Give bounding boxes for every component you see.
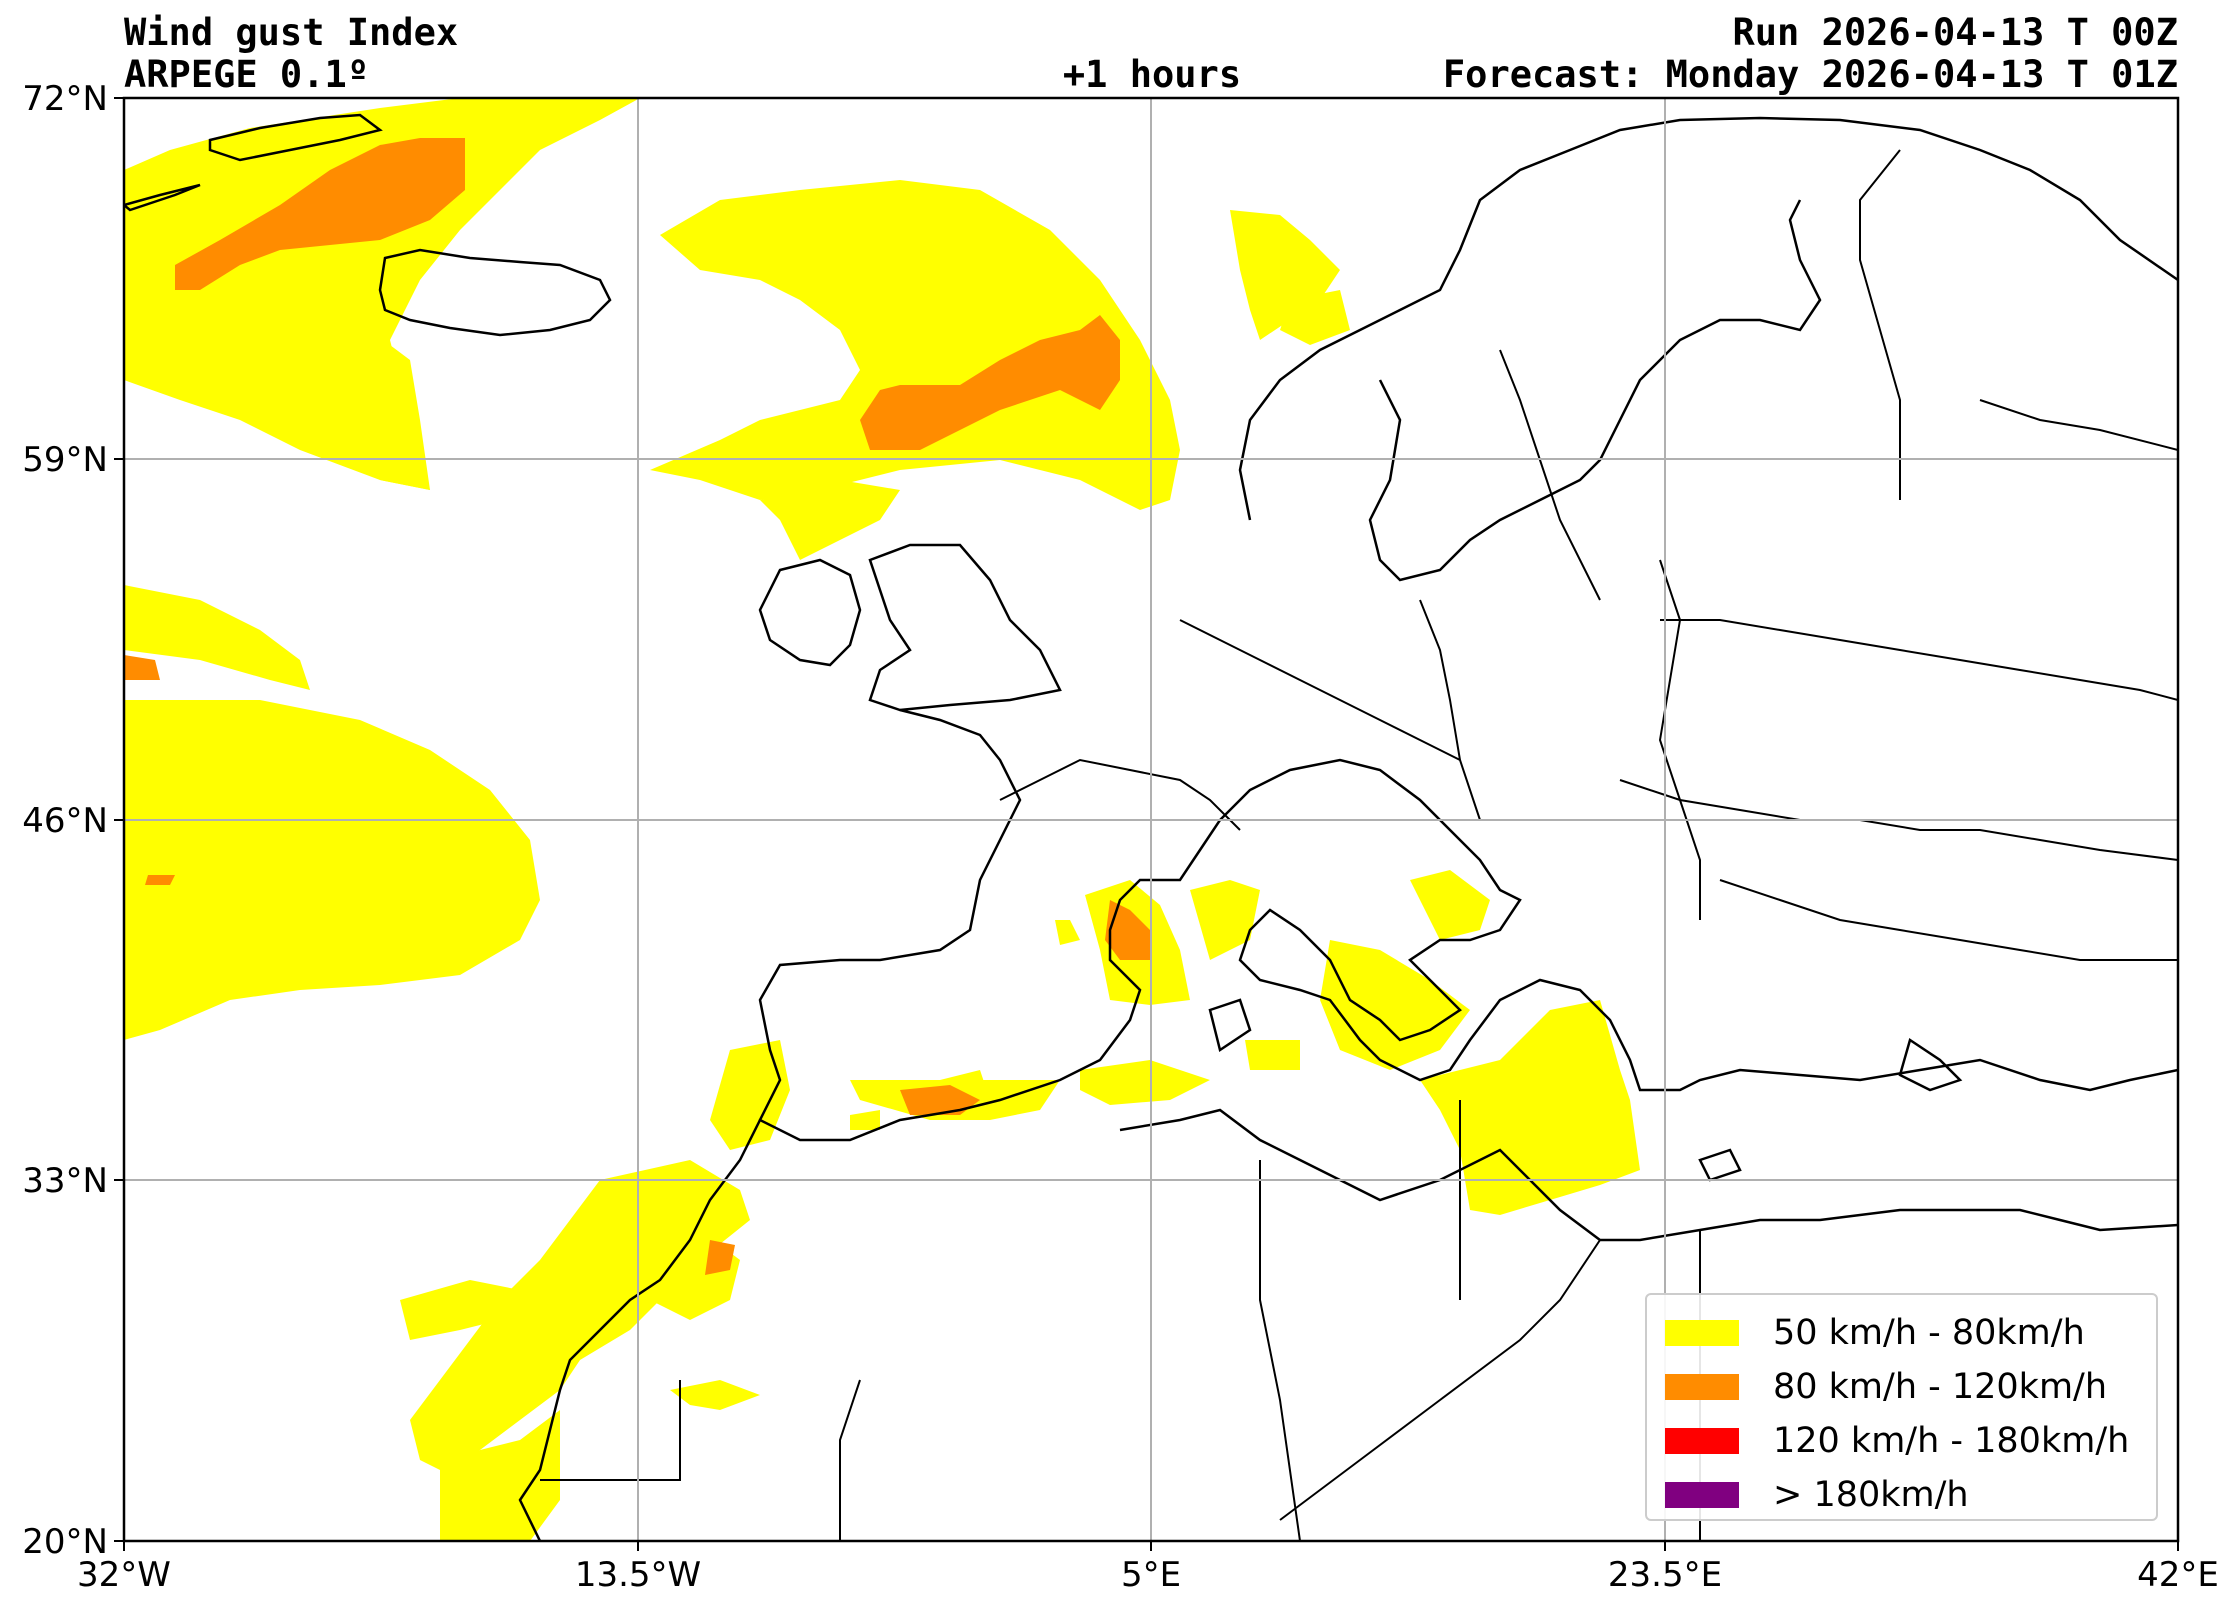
- gust-areas-50-80: [124, 98, 1640, 1541]
- legend-swatch-yellow: [1665, 1320, 1739, 1346]
- forecast-time: Forecast: Monday 2026-04-13 T 01Z: [1442, 53, 2178, 96]
- legend: 50 km/h - 80km/h 80 km/h - 120km/h 120 k…: [1645, 1293, 2158, 1521]
- graticule: [124, 98, 2178, 1541]
- legend-item-120-180: 120 km/h - 180km/h: [1665, 1421, 2129, 1461]
- lat-tick-20: 20°N: [22, 1522, 108, 1562]
- lat-tick-46: 46°N: [22, 801, 108, 841]
- model-name: ARPEGE 0.1º: [124, 53, 370, 96]
- legend-label: > 180km/h: [1773, 1475, 1969, 1515]
- legend-swatch-orange: [1665, 1374, 1739, 1400]
- legend-swatch-red: [1665, 1428, 1739, 1454]
- lon-tick-23-5e: 23.5°E: [1608, 1555, 1722, 1595]
- lon-tick-32w: 32°W: [77, 1555, 171, 1595]
- lon-tick-labels: 32°W 13.5°W 5°E 23.5°E 42°E: [77, 1555, 2219, 1595]
- legend-label: 120 km/h - 180km/h: [1773, 1421, 2130, 1461]
- legend-label: 80 km/h - 120km/h: [1773, 1367, 2108, 1407]
- gust-areas-80-120: [124, 138, 1150, 1275]
- legend-label: 50 km/h - 80km/h: [1773, 1313, 2085, 1353]
- lon-tick-5e: 5°E: [1121, 1555, 1181, 1595]
- lat-tick-33: 33°N: [22, 1161, 108, 1201]
- lon-tick-42e: 42°E: [2137, 1555, 2219, 1595]
- lat-tick-labels: 72°N 59°N 46°N 33°N 20°N: [22, 79, 108, 1562]
- lon-tick-13-5w: 13.5°W: [575, 1555, 701, 1595]
- legend-item-over-180: > 180km/h: [1665, 1475, 1969, 1515]
- borders: [540, 149, 2178, 1541]
- lat-tick-72: 72°N: [22, 79, 108, 119]
- legend-item-80-120: 80 km/h - 120km/h: [1665, 1367, 2107, 1407]
- map-title: Wind gust Index: [124, 11, 459, 54]
- legend-swatch-purple: [1665, 1482, 1739, 1508]
- run-time: Run 2026-04-13 T 00Z: [1732, 11, 2178, 54]
- lead-time: +1 hours: [1062, 53, 1242, 96]
- lat-tick-59: 59°N: [22, 440, 108, 480]
- legend-item-50-80: 50 km/h - 80km/h: [1665, 1313, 2085, 1353]
